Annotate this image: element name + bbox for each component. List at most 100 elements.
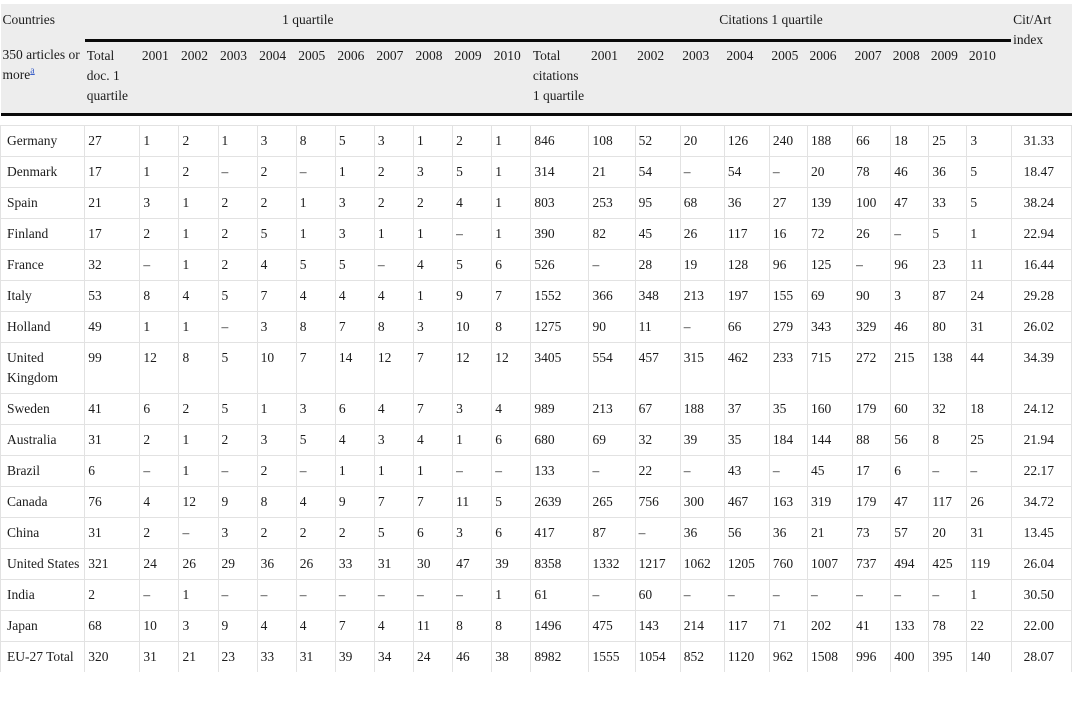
data-cell: 1 <box>373 218 414 250</box>
data-cell: 1 <box>373 455 414 487</box>
data-cell: 3 <box>413 156 453 188</box>
data-cell: 1 <box>491 218 531 250</box>
data-cell: 4 <box>295 280 336 312</box>
data-cell: 214 <box>679 610 725 642</box>
data-cell: 1 <box>178 249 219 281</box>
table-row: Italy 53 8 4 5 7 4 4 4 1 9 7 1552 366 348 213 197 155 69 90… <box>0 280 1073 312</box>
data-cell: 24 <box>413 641 453 672</box>
data-cell: 188 <box>679 393 725 425</box>
data-cell: 1 <box>139 311 179 343</box>
data-cell: 1 <box>295 187 336 219</box>
data-cell: 2 <box>139 424 179 456</box>
data-cell: – <box>768 156 808 188</box>
data-cell: 240 <box>768 125 808 157</box>
data-cell: 8 <box>295 125 336 157</box>
data-cell: 4 <box>295 610 336 642</box>
citation-year-header: 2005 <box>769 40 808 116</box>
citation-year-header: 2007 <box>852 40 891 116</box>
data-cell: 33 <box>256 641 297 672</box>
data-cell: 53 <box>84 280 140 312</box>
data-cell: 425 <box>928 548 967 580</box>
data-cell: – <box>452 579 492 611</box>
data-cell: 5 <box>217 280 258 312</box>
data-cell: 8 <box>178 342 219 394</box>
quartile-citations-table: Countries 1 quartile Citations 1 quartil… <box>0 4 1073 672</box>
doc-year-header: 2008 <box>413 40 453 116</box>
table-row: Brazil 6–1–2–1 1 1– –133–22–43–45 17 6– –22.17 <box>0 455 1073 487</box>
table-row: Australia 31 2 1 2 3 5 4 3 4 1 6 680 69 32 39 35 184 144 88… <box>0 424 1073 456</box>
country-cell: Japan <box>0 610 85 642</box>
data-cell: 1332 <box>588 548 636 580</box>
data-cell: 8 <box>256 486 297 518</box>
data-cell: 26 <box>295 548 336 580</box>
data-cell: 12 <box>178 486 219 518</box>
data-cell: 87 <box>588 517 636 549</box>
data-cell: 45 <box>807 455 853 487</box>
doc-year-header: 2004 <box>257 40 297 116</box>
data-cell: 7 <box>413 393 453 425</box>
data-cell: 1 <box>413 125 453 157</box>
data-cell: 25 <box>928 125 967 157</box>
data-cell: 5 <box>334 125 375 157</box>
data-cell: 2 <box>373 156 414 188</box>
cit-art-index-cell: 13.45 <box>1010 517 1073 549</box>
data-cell: 139 <box>807 187 853 219</box>
data-cell: 9 <box>217 486 258 518</box>
cit-art-index-cell: 34.39 <box>1010 342 1073 394</box>
data-cell: 73 <box>852 517 891 549</box>
data-cell: 1217 <box>634 548 681 580</box>
data-cell: 34 <box>373 641 414 672</box>
data-cell: 60 <box>890 393 929 425</box>
data-cell: 90 <box>852 280 891 312</box>
data-cell: 315 <box>679 342 725 394</box>
data-cell: 32 <box>928 393 967 425</box>
data-cell: 12 <box>452 342 492 394</box>
data-cell: – <box>890 579 929 611</box>
data-cell: 19 <box>679 249 725 281</box>
data-cell: 852 <box>679 641 725 672</box>
data-cell: 265 <box>588 486 636 518</box>
table-row: India 2–1– – – – – – –1 61–60– – – – – – –1 30.50 <box>0 579 1073 611</box>
data-cell: 6 <box>139 393 179 425</box>
data-cell: – <box>588 579 636 611</box>
data-cell: 3 <box>413 311 453 343</box>
data-cell: 12 <box>373 342 414 394</box>
data-cell: 69 <box>807 280 853 312</box>
data-cell: 3 <box>373 125 414 157</box>
data-cell: 7 <box>295 342 336 394</box>
table-row: Finland 17 2 1 2 5 1 3 1 1–1 390 82 45 26 117 16 72 26–5 1… <box>0 218 1073 250</box>
footnote-a-link[interactable]: a <box>30 65 35 76</box>
data-cell: 715 <box>807 342 853 394</box>
data-cell: 20 <box>807 156 853 188</box>
data-cell: 38 <box>491 641 531 672</box>
total-citations-header: Total citations 1 quartile <box>530 40 589 116</box>
data-cell: 184 <box>768 424 808 456</box>
data-cell: 128 <box>723 249 770 281</box>
data-cell: 2 <box>256 517 297 549</box>
data-cell: 78 <box>852 156 891 188</box>
data-cell: 36 <box>928 156 967 188</box>
citations-group-header: Citations 1 quartile <box>530 4 1012 42</box>
data-cell: 6 <box>890 455 929 487</box>
cit-art-index-cell: 26.04 <box>1010 548 1073 580</box>
data-cell: – <box>452 455 492 487</box>
data-cell: 6 <box>84 455 140 487</box>
cit-art-index-cell: 26.02 <box>1010 311 1073 343</box>
data-cell: 4 <box>178 280 219 312</box>
table-row: United Kingdom 99 12 8 5 10 7 14 12 7 12 12 3405 554 4… <box>0 342 1073 394</box>
data-cell: 215 <box>890 342 929 394</box>
data-cell: 87 <box>928 280 967 312</box>
country-cell: Denmark <box>0 156 85 188</box>
data-cell: 108 <box>588 125 636 157</box>
data-cell: 996 <box>852 641 891 672</box>
data-cell: 233 <box>768 342 808 394</box>
table-row: Denmark 17 1 2–2–1 2 3 5 1 314 21 54–54–20 78 46 36 5 1… <box>0 156 1073 188</box>
data-cell: – <box>139 455 179 487</box>
data-cell: 1 <box>334 455 375 487</box>
data-cell: – <box>679 311 725 343</box>
data-cell: 60 <box>634 579 681 611</box>
articles-note-header: 350 articles or morea <box>0 40 85 116</box>
data-cell: – <box>217 311 258 343</box>
data-cell: – <box>295 156 336 188</box>
data-cell: 36 <box>768 517 808 549</box>
